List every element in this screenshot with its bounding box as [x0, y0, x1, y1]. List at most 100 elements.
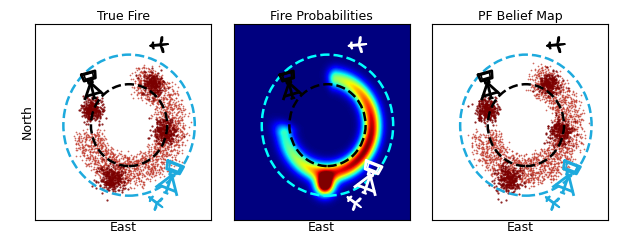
Point — [137, 70, 147, 74]
Point — [173, 110, 183, 114]
Point — [136, 90, 147, 94]
Point — [479, 97, 490, 101]
Point — [551, 97, 561, 101]
Point — [111, 154, 122, 158]
Point — [505, 168, 515, 172]
Point — [142, 73, 152, 77]
Point — [93, 114, 103, 118]
Point — [540, 151, 550, 155]
Point — [132, 173, 142, 177]
Point — [113, 178, 124, 182]
Point — [167, 119, 177, 123]
Point — [533, 175, 543, 179]
Point — [159, 131, 170, 135]
Point — [580, 136, 590, 140]
Point — [548, 99, 558, 103]
Point — [153, 133, 163, 137]
Point — [511, 157, 521, 161]
Point — [570, 158, 580, 162]
Point — [163, 105, 173, 109]
Point — [552, 158, 562, 162]
Point — [84, 108, 94, 112]
Point — [102, 182, 113, 185]
Point — [129, 182, 140, 186]
Point — [558, 114, 568, 118]
Point — [476, 99, 486, 103]
Point — [561, 135, 571, 139]
Point — [160, 109, 170, 113]
Point — [93, 105, 103, 109]
Point — [560, 101, 570, 105]
Point — [79, 107, 90, 111]
Point — [547, 91, 557, 95]
Point — [168, 110, 179, 113]
Point — [532, 163, 543, 167]
Point — [76, 106, 86, 110]
Point — [86, 111, 96, 115]
Point — [122, 159, 132, 163]
Point — [81, 112, 91, 116]
Point — [168, 132, 178, 136]
Point — [559, 136, 569, 140]
Point — [90, 162, 100, 166]
Point — [556, 160, 566, 164]
Point — [116, 173, 126, 177]
Point — [482, 107, 492, 111]
Point — [156, 85, 166, 89]
Point — [169, 128, 179, 132]
Point — [486, 158, 497, 162]
Point — [153, 112, 163, 116]
Point — [105, 151, 115, 154]
Point — [146, 88, 156, 92]
Point — [541, 82, 552, 86]
Point — [169, 123, 179, 127]
Point — [544, 148, 554, 152]
Point — [160, 126, 170, 130]
Point — [106, 167, 116, 171]
Point — [554, 138, 564, 142]
Point — [498, 183, 508, 187]
Point — [151, 154, 161, 158]
Point — [91, 180, 101, 184]
Point — [513, 171, 523, 175]
Point — [488, 104, 498, 108]
Point — [540, 100, 550, 104]
Point — [168, 132, 179, 135]
Point — [138, 155, 148, 159]
Point — [564, 143, 575, 147]
Point — [99, 165, 109, 169]
Point — [511, 152, 522, 156]
Point — [149, 74, 159, 78]
Point — [527, 162, 538, 166]
Point — [95, 183, 105, 187]
Point — [524, 176, 534, 180]
Point — [550, 138, 561, 142]
Point — [167, 127, 177, 131]
Point — [160, 137, 170, 141]
Point — [106, 181, 116, 185]
Point — [91, 108, 101, 112]
Point — [564, 139, 575, 143]
Point — [79, 104, 89, 108]
Point — [97, 132, 107, 136]
Point — [81, 106, 92, 110]
Point — [552, 117, 562, 121]
Point — [149, 98, 159, 102]
Point — [561, 112, 571, 115]
Point — [554, 132, 564, 136]
Point — [106, 170, 116, 174]
Point — [171, 137, 181, 141]
Point — [483, 103, 493, 107]
Point — [86, 117, 97, 121]
Point — [92, 115, 102, 119]
Point — [558, 133, 568, 137]
Point — [563, 120, 573, 124]
Point — [129, 159, 140, 163]
Point — [150, 80, 161, 83]
Point — [540, 76, 550, 80]
Point — [137, 185, 147, 189]
Point — [554, 126, 564, 130]
Point — [550, 117, 560, 121]
Point — [147, 153, 157, 157]
Point — [104, 163, 115, 166]
